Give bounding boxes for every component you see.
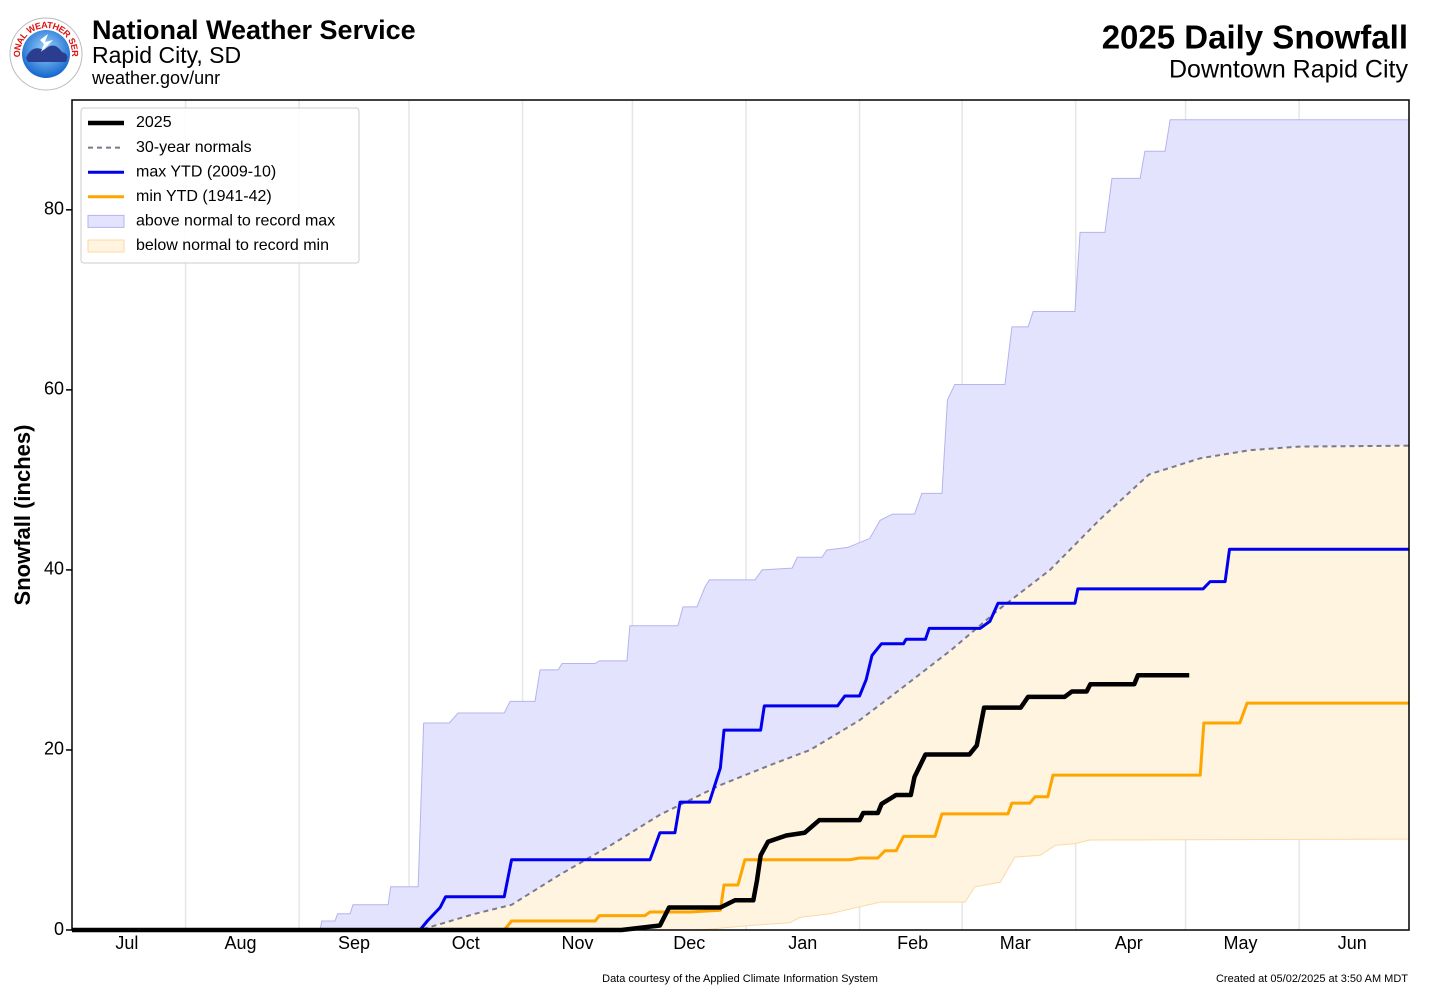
series-line (72, 701, 1409, 932)
x-tick-label: May (1223, 933, 1257, 953)
series-line (72, 672, 1190, 933)
y-tick-label: 20 (44, 739, 64, 759)
series-line (72, 547, 1409, 932)
x-tick-label: Feb (897, 933, 928, 953)
x-tick-label: Nov (561, 933, 593, 953)
url: weather.gov/unr (91, 68, 220, 88)
x-tick-label: Aug (224, 933, 256, 953)
y-tick-label: 40 (44, 559, 64, 579)
x-tick-label: Mar (1000, 933, 1031, 953)
x-tick-label: Sep (338, 933, 370, 953)
legend-box (80, 107, 360, 264)
y-tick-label: 80 (44, 199, 64, 219)
x-tick-label: Dec (673, 933, 705, 953)
created: Created at 05/02/2025 at 3:50 AM MDT (1216, 973, 1408, 985)
band (72, 119, 1409, 931)
legend-swatch (87, 214, 125, 228)
series-line (72, 444, 1410, 931)
x-tick-label: Oct (452, 933, 480, 953)
legend-label: max YTD (2009-10) (136, 163, 276, 180)
legend-label: 30-year normals (136, 139, 252, 156)
agency: National Weather Service (92, 15, 416, 45)
y-axis-label: Snowfall (inches) (10, 425, 35, 606)
x-tick-label: Apr (1115, 933, 1143, 953)
plot-frame (71, 99, 1410, 931)
legend-label: above normal to record max (136, 213, 335, 230)
credit: Data courtesy of the Applied Climate Inf… (602, 973, 878, 985)
band-edge (72, 838, 1410, 931)
x-tick-label: Jun (1338, 933, 1367, 953)
legend-label: below normal to record min (136, 237, 329, 254)
y-tick-label: 0 (54, 919, 64, 939)
y-tick-label: 60 (44, 379, 64, 399)
band-edge (72, 119, 1409, 931)
legend-label: 2025 (136, 114, 172, 131)
legend: 2025 30-year normals max YTD (2009-10) min … (80, 107, 360, 264)
legend-swatch (87, 239, 125, 253)
office: Rapid City, SD (92, 42, 241, 68)
chart-title: 2025 Daily Snowfall (1102, 19, 1408, 56)
chart-subtitle: Downtown Rapid City (1169, 56, 1408, 84)
x-tick-label: Jan (788, 933, 817, 953)
logo: NATIONAL WEATHER SERVICE (0, 0, 83, 91)
x-tick-label: Jul (115, 933, 138, 953)
legend-label: min YTD (1941-42) (136, 188, 272, 205)
band (72, 445, 1409, 930)
